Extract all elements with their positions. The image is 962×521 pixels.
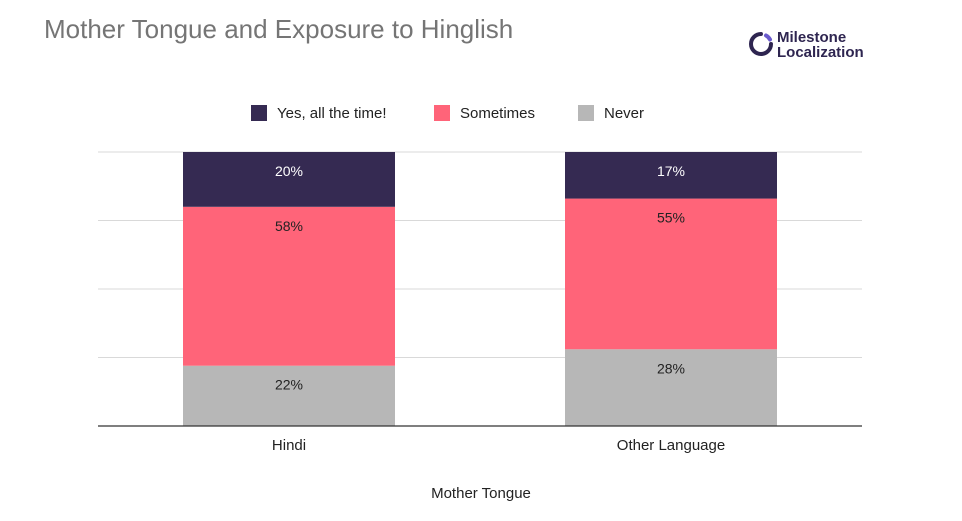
legend-label: Yes, all the time! (277, 105, 387, 122)
chart-title: Mother Tongue and Exposure to Hinglish (44, 14, 514, 44)
data-label: 28% (657, 360, 685, 376)
bar-segment (183, 206, 395, 366)
legend-swatch (434, 105, 450, 121)
data-label: 22% (275, 377, 303, 393)
bar-segment (565, 152, 777, 199)
x-tick-label: Hindi (272, 437, 306, 454)
legend-swatch (251, 105, 267, 121)
brand-logo: Milestone Localization (748, 30, 888, 66)
bar-segment (183, 365, 395, 426)
legend-label: Sometimes (460, 105, 535, 122)
x-axis-title: Mother Tongue (431, 485, 531, 502)
data-label: 20% (275, 163, 303, 179)
brand-name: Milestone Localization (777, 30, 864, 60)
data-label: 55% (657, 210, 685, 226)
bar-segment (565, 198, 777, 350)
data-label: 58% (275, 218, 303, 234)
bar-segment (183, 152, 395, 207)
data-label: 17% (657, 163, 685, 179)
brand-name-line2: Localization (777, 44, 864, 61)
legend-swatch (578, 105, 594, 121)
legend-label: Never (604, 105, 644, 122)
x-tick-label: Other Language (617, 437, 725, 454)
milestone-ring-icon (749, 32, 773, 56)
bar-segment (565, 349, 777, 426)
brand-name-line1: Milestone (777, 29, 847, 46)
